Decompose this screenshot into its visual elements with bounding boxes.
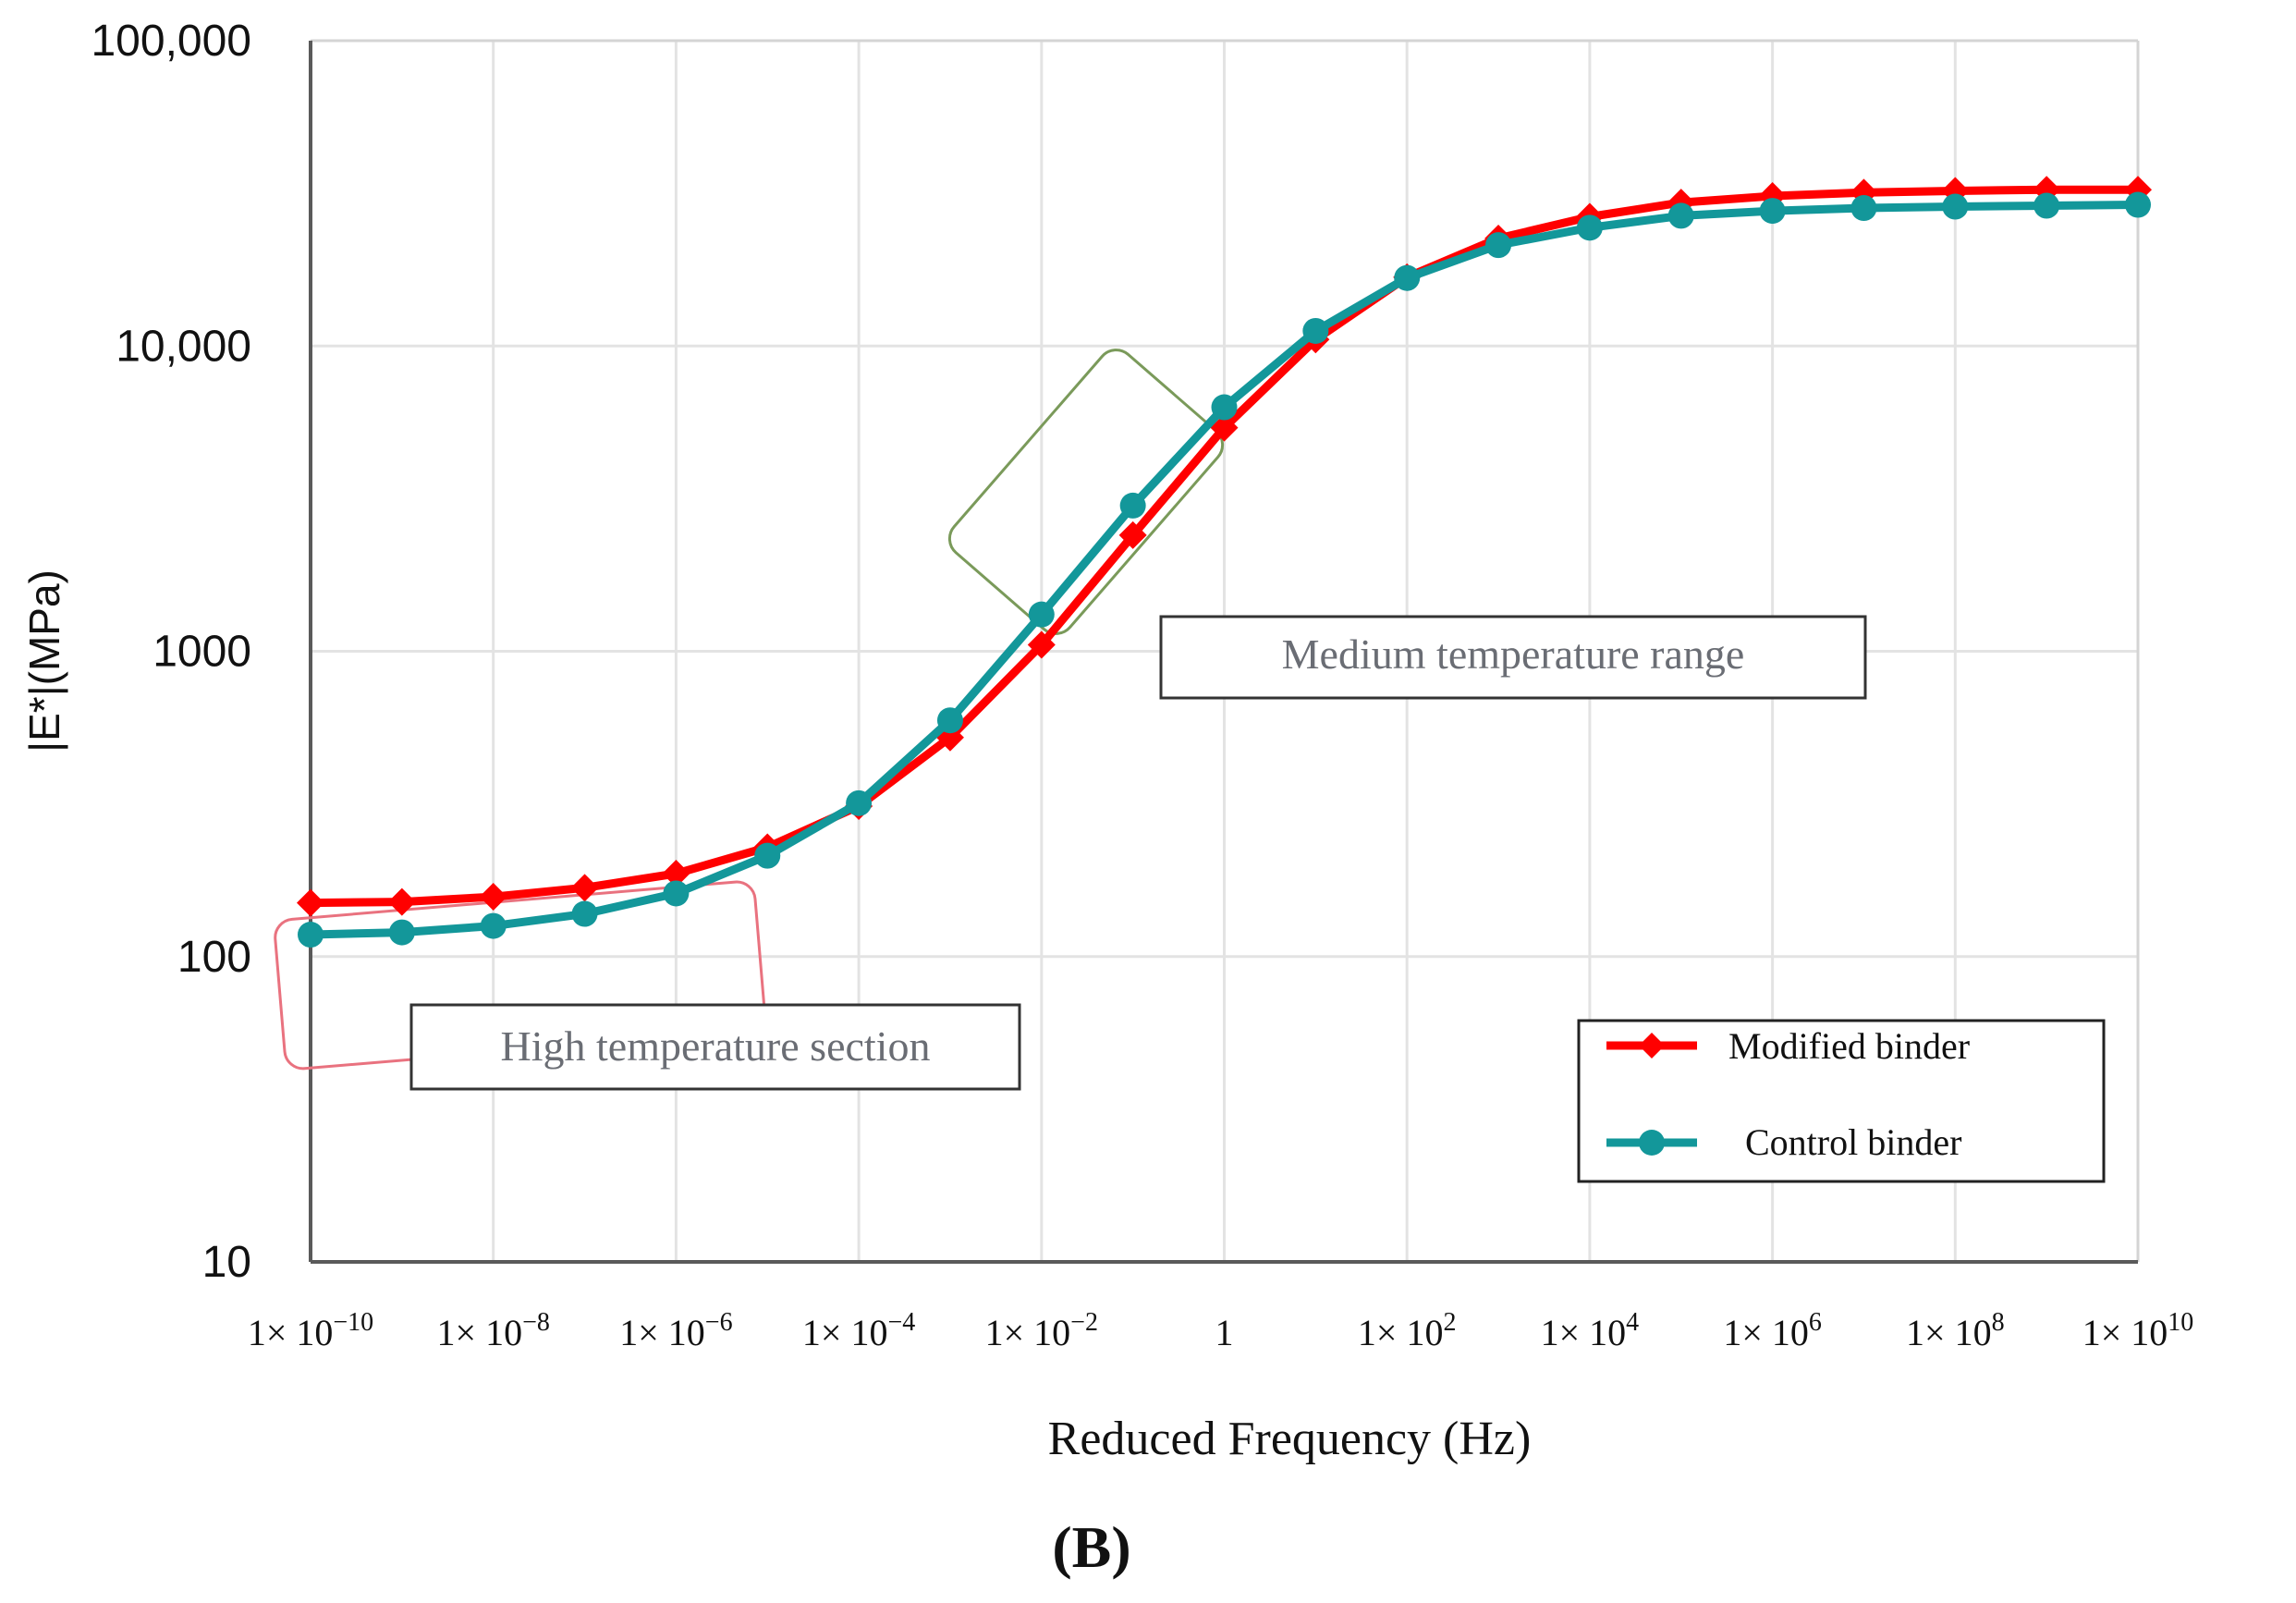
legend-control-label: Control binder [1745, 1121, 1961, 1163]
control-binder-point [663, 880, 690, 907]
control-binder-point [1850, 195, 1877, 222]
control-binder-point [1942, 193, 1969, 220]
control-binder-point [936, 707, 963, 734]
modified-binder-point [297, 888, 324, 917]
control-binder-point [754, 842, 781, 869]
control-binder-point [1759, 198, 1786, 225]
x-tick-label: 1× 10−6 [619, 1308, 732, 1353]
control-binder-point [388, 919, 415, 946]
modified-binder-point [1027, 630, 1056, 659]
control-binder-point [846, 789, 873, 816]
medium-temperature-callout: Medium temperature range [1159, 615, 1867, 700]
control-binder-point [1394, 264, 1421, 291]
control-binder-point [480, 912, 507, 939]
modified-binder-point [1118, 520, 1147, 549]
control-binder-point [2125, 191, 2151, 218]
series [297, 176, 2152, 948]
x-tick-label: 1× 10−4 [802, 1308, 915, 1353]
x-tick-label: 1× 102 [1358, 1308, 1457, 1353]
y-tick-label: 10,000 [116, 322, 251, 371]
y-tick-label: 100,000 [91, 17, 251, 66]
control-binder-point [1667, 202, 1694, 229]
y-axis-title: |E*|(MPa) [20, 569, 68, 753]
x-tick-label: 1× 106 [1723, 1308, 1822, 1353]
legend-control-marker [1639, 1130, 1665, 1156]
axes [309, 39, 2140, 1264]
modified-binder-point [570, 874, 599, 902]
annotation-shapes [274, 349, 1225, 1071]
control-binder-point [2033, 192, 2060, 219]
x-tick-label: 1× 108 [1906, 1308, 2005, 1353]
control-binder-point [571, 900, 598, 927]
x-tick-label: 1× 10−8 [437, 1308, 550, 1353]
control-binder-point [1302, 317, 1329, 344]
legend: Modified binder Control binder [1577, 1019, 2106, 1183]
high-temperature-callout-box [409, 1003, 1021, 1091]
panel-label: (B) [1052, 1514, 1130, 1580]
medium-temperature-region-outline [947, 349, 1225, 635]
x-tick-label: 1× 104 [1541, 1308, 1640, 1353]
medium-temperature-label: Medium temperature range [1282, 630, 1745, 678]
x-tick-label: 1× 10−10 [248, 1308, 373, 1353]
x-tick-label: 1 [1215, 1312, 1234, 1353]
control-binder-point [1576, 214, 1603, 241]
legend-modified-marker [1639, 1033, 1665, 1058]
modified-binder-point [662, 859, 690, 887]
y-tick-label: 100 [177, 933, 251, 982]
modified-binder-point [479, 883, 507, 912]
y-tick-label: 1000 [153, 628, 251, 677]
x-tick-label: 1× 10−2 [985, 1308, 1098, 1353]
control-binder-point [1028, 601, 1055, 628]
x-tick-label: 1× 1010 [2082, 1308, 2194, 1353]
legend-modified-label: Modified binder [1728, 1025, 1970, 1067]
high-temperature-label: High temperature section [501, 1022, 931, 1070]
y-tick-label: 10 [202, 1238, 251, 1287]
control-binder-point [1211, 394, 1238, 421]
high-temperature-callout: High temperature section [409, 1003, 1021, 1091]
tick-labels: 10 100 1000 10,000 100,000 1× 10−10 1× 10−8 1× … [91, 17, 2193, 1353]
control-binder-point [298, 922, 324, 948]
medium-temperature-callout-box [1159, 615, 1867, 700]
control-binder-point [1119, 492, 1146, 519]
modified-binder-point [387, 887, 416, 916]
x-axis-title: Reduced Frequency (Hz) [1048, 1413, 1532, 1465]
control-binder-point [1485, 232, 1512, 259]
